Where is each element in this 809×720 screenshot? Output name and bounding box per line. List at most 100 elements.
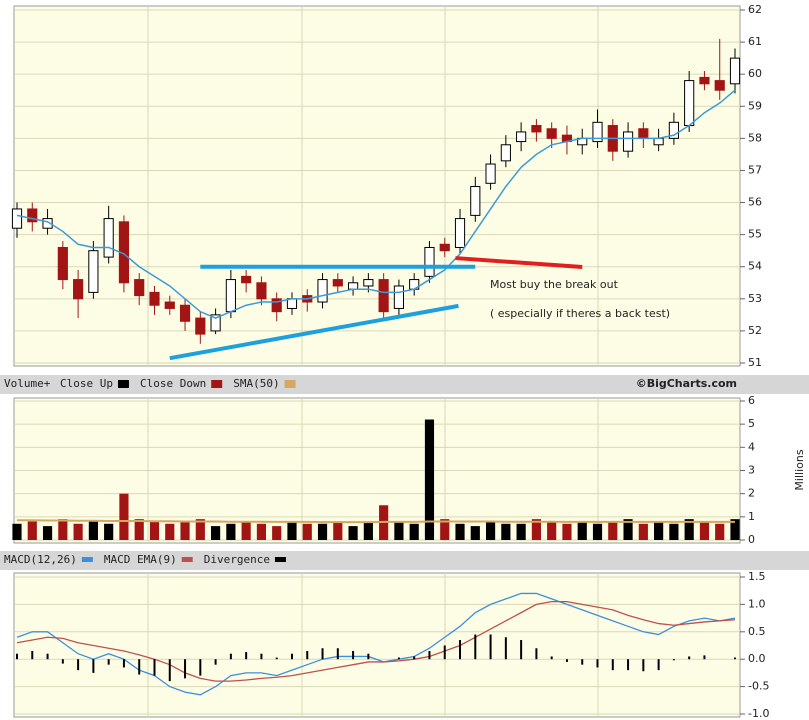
legend-label: MACD EMA(9) [104,553,177,566]
candle-body [470,186,481,216]
candle-body [363,279,374,287]
volume-bar [608,521,618,540]
volume-bar [409,523,419,540]
legend-label: Close Up [60,377,113,390]
candle-body [195,317,206,335]
candle-body [622,131,634,152]
price-panel [13,5,741,367]
legend-label: SMA(50) [233,377,279,390]
trend-line [455,256,583,270]
volume-bar [302,523,312,540]
y-tick-label: 1.5 [748,570,766,583]
candle-body [225,279,236,313]
volume-bar [440,519,450,540]
y-tick-label: 59 [748,99,762,112]
y-tick-label: 6 [748,394,755,407]
volume-bar [699,521,710,540]
macd-line [16,592,736,696]
y-axis-label: Millions [793,449,806,490]
candle-body [546,128,557,139]
y-tick-label: 57 [748,163,762,176]
volume-bar [317,523,328,540]
volume-bar [654,521,664,540]
candle-body [684,80,695,127]
candle-body [134,279,145,297]
candle-body [393,285,404,309]
volume-bar [226,523,236,540]
volume-bar [333,521,343,540]
volume-bar [516,523,526,540]
volume-bar [501,523,511,540]
y-tick-label: 52 [748,324,762,337]
volume-bar [104,523,114,540]
annotation: ( especially if theres a back test) [490,307,670,320]
candle-body [332,279,343,287]
y-tick-label: 55 [748,228,762,241]
candle-body [729,57,741,85]
candle-body [348,282,359,290]
volume-bar [485,521,496,540]
candle-body [699,76,710,85]
volume-bar [12,523,22,540]
candle-body [500,144,511,162]
candle-body [241,275,252,284]
y-tick-label: 1.0 [748,597,766,610]
annotation: Most buy the break out [490,278,619,291]
macd-line [16,601,736,682]
volume-bar [592,523,603,540]
volume-bar [272,526,282,540]
volume-bar [669,523,679,540]
volume-bar [623,519,633,540]
volume-bar [363,521,373,540]
y-tick-label: 2 [748,487,755,500]
volume-bar [241,521,251,540]
candle-body [378,279,389,313]
candle-body [149,291,160,306]
volume-bar [638,523,648,540]
candle-body [11,208,23,229]
volume-bar [730,519,740,540]
volume-bar [715,523,725,540]
y-tick-label: 5 [748,417,755,430]
y-tick-label: 56 [748,196,762,209]
y-tick-label: 1 [748,510,755,523]
y-tick-label: -1.0 [748,707,769,720]
legend-swatch [181,557,193,562]
candle-body [27,208,38,223]
y-tick-label: -0.5 [748,680,769,693]
y-tick-label: 62 [748,3,762,16]
volume-bar [165,523,175,540]
volume-bar [88,521,98,540]
volume-sma [17,519,735,524]
volume-bar [684,519,694,540]
volume-bar [149,521,160,540]
y-tick-label: 54 [748,260,762,273]
month-grid [147,6,599,717]
candle-body [439,243,450,252]
candle-body [592,121,603,143]
volume-bar [180,521,190,540]
candle-body [88,250,99,293]
candle-body [531,125,542,133]
volume-bar [577,521,587,540]
y-tick-label: 3 [748,464,755,477]
candle-body [638,128,649,139]
legend-swatch [81,557,93,562]
legend-label: Close Down [140,377,206,390]
y-tick-label: 0 [748,533,755,546]
volume-bar [455,523,465,540]
y-tick-label: 0.5 [748,625,766,638]
candle-body [164,301,175,309]
candle-body [256,282,267,300]
y-tick-label: 51 [748,356,762,369]
moving-average [16,89,736,319]
legend-title: Volume+ [4,377,51,390]
legend-swatch [211,380,223,388]
volume-bar [73,523,83,540]
candle-body [424,246,435,277]
candle-body [286,298,298,309]
candle-body [485,163,496,184]
volume-bar [58,519,68,540]
